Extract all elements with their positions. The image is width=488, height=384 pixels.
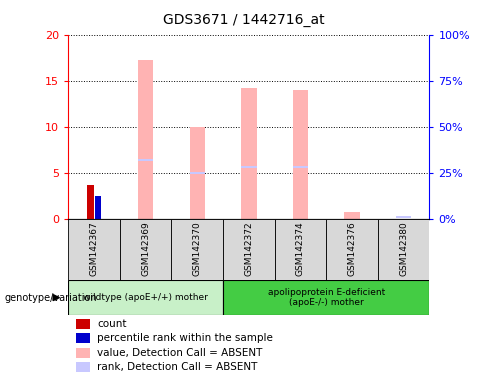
Text: value, Detection Call = ABSENT: value, Detection Call = ABSENT — [97, 348, 263, 358]
Text: apolipoprotein E-deficient
(apoE-/-) mother: apolipoprotein E-deficient (apoE-/-) mot… — [267, 288, 385, 307]
Bar — [241, 88, 257, 219]
Bar — [95, 196, 101, 219]
Text: percentile rank within the sample: percentile rank within the sample — [97, 333, 273, 343]
Bar — [378, 219, 429, 280]
Bar — [138, 159, 153, 161]
Text: genotype/variation: genotype/variation — [5, 293, 98, 303]
Bar — [345, 212, 360, 219]
Bar — [241, 166, 257, 168]
Text: GSM142374: GSM142374 — [296, 221, 305, 276]
Bar — [87, 185, 94, 219]
Bar — [76, 362, 90, 372]
Bar — [76, 333, 90, 343]
Bar — [223, 219, 275, 280]
Bar — [138, 60, 153, 219]
Bar — [68, 219, 120, 280]
Bar — [189, 172, 205, 174]
Text: GSM142380: GSM142380 — [399, 221, 408, 276]
Bar — [293, 90, 308, 219]
Text: wildtype (apoE+/+) mother: wildtype (apoE+/+) mother — [83, 293, 208, 302]
Bar — [293, 166, 308, 168]
Text: rank, Detection Call = ABSENT: rank, Detection Call = ABSENT — [97, 362, 258, 372]
Text: GSM142367: GSM142367 — [90, 221, 99, 276]
Text: GSM142372: GSM142372 — [244, 221, 253, 276]
Bar — [189, 127, 205, 219]
Bar — [120, 219, 171, 280]
Text: GSM142376: GSM142376 — [347, 221, 357, 276]
Bar — [68, 280, 223, 315]
Bar — [76, 319, 90, 329]
Bar — [396, 216, 411, 218]
Text: GSM142370: GSM142370 — [193, 221, 202, 276]
Text: GSM142369: GSM142369 — [141, 221, 150, 276]
Bar — [223, 280, 429, 315]
Text: GDS3671 / 1442716_at: GDS3671 / 1442716_at — [163, 13, 325, 27]
Bar — [171, 219, 223, 280]
Text: count: count — [97, 319, 127, 329]
Bar — [275, 219, 326, 280]
Bar — [76, 348, 90, 358]
Bar — [326, 219, 378, 280]
